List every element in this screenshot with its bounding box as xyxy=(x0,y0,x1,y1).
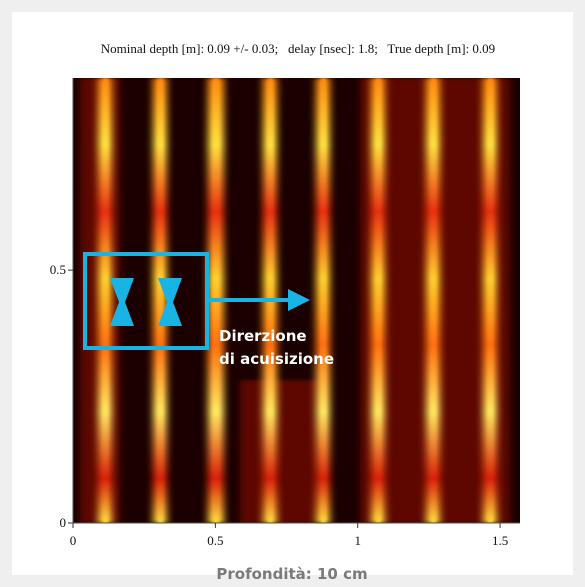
x-tick-label: 1 xyxy=(354,533,361,548)
y-tick-label: 0.5 xyxy=(50,262,66,277)
x-tick-label: 1.5 xyxy=(492,533,508,548)
annotation-line: Direrzione xyxy=(219,327,307,345)
plot-title: Nominal depth [m]: 0.09 +/- 0.03; delay … xyxy=(101,41,495,56)
annotation: Direrzione di acuisizione xyxy=(83,252,334,368)
x-tick-label: 0.5 xyxy=(207,533,223,548)
axes: 0 0.5 1 1.5 0 0.5 xyxy=(50,78,520,548)
x-tick-label: 0 xyxy=(70,533,77,548)
y-tick-label: 0 xyxy=(60,515,67,530)
caption: Profondità: 10 cm xyxy=(216,565,367,583)
annotation-line: di acuisizione xyxy=(219,350,334,368)
